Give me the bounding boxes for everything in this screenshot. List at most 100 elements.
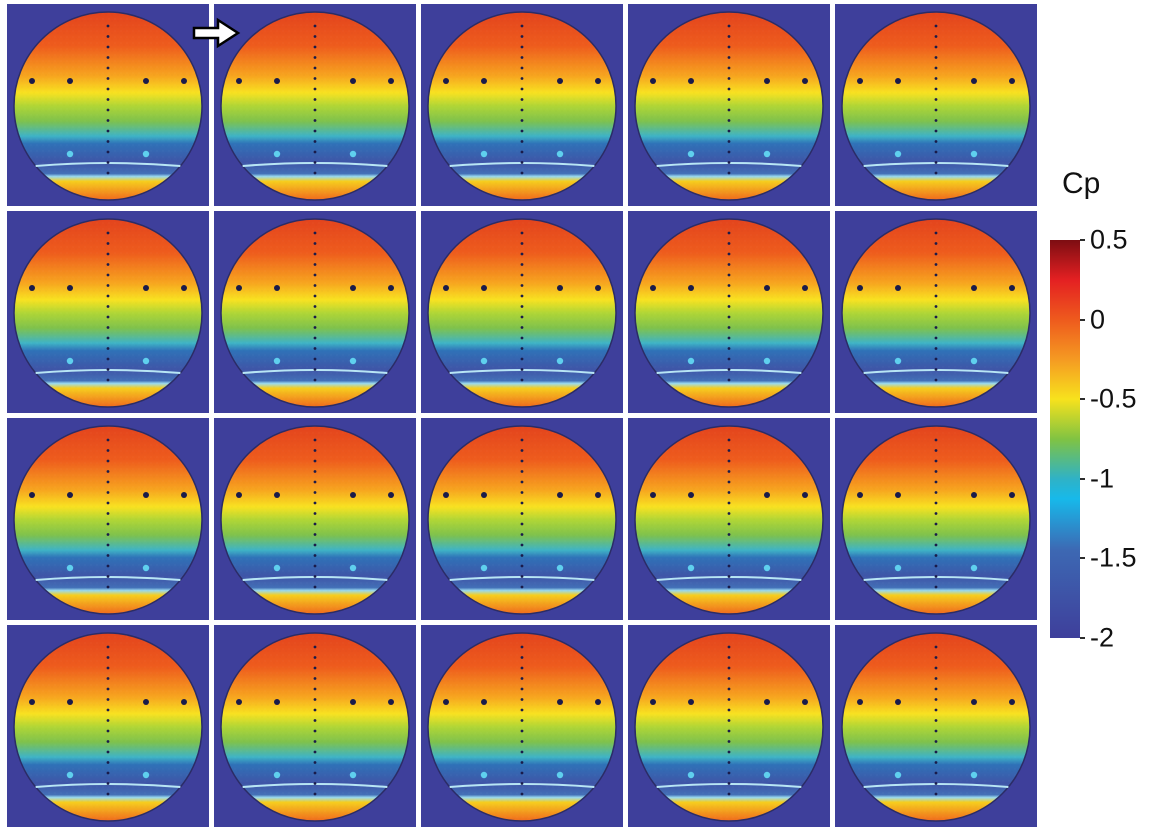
disk-edge	[841, 11, 1031, 201]
colorbar-tick-label: -1	[1090, 463, 1115, 494]
pressure-tap	[727, 252, 731, 256]
mount-hole	[595, 78, 601, 84]
colorbar-tick-label: 0	[1090, 304, 1106, 335]
disk-edge	[427, 425, 617, 615]
pressure-tap	[520, 564, 524, 568]
pressure-tap	[520, 129, 524, 133]
pressure-tap	[727, 294, 731, 298]
lower-hole	[687, 150, 695, 158]
pressure-tap	[106, 119, 110, 122]
right-arrow-icon	[192, 17, 241, 49]
pressure-tap	[313, 438, 317, 442]
pressure-tap	[106, 140, 110, 143]
pressure-tap	[106, 315, 110, 319]
mount-hole	[143, 285, 149, 291]
pressure-tap	[727, 171, 731, 175]
pressure-tap	[106, 543, 110, 547]
pressure-tap	[313, 284, 317, 287]
lower-hole	[480, 150, 488, 158]
disk-texture	[635, 12, 823, 200]
pressure-tap	[727, 491, 731, 494]
lower-hole	[970, 357, 978, 365]
pressure-tap	[520, 522, 524, 526]
pressure-tap	[313, 449, 317, 452]
pressure-tap	[520, 449, 524, 452]
pressure-tap	[106, 585, 110, 589]
colorbar-title: Cp	[1062, 167, 1101, 200]
mount-hole	[688, 699, 694, 705]
mount-hole	[236, 285, 242, 291]
mount-hole	[274, 285, 280, 291]
pressure-tap	[313, 585, 317, 589]
mount-hole	[764, 285, 770, 291]
mount-hole	[802, 285, 808, 291]
lower-hole	[763, 150, 771, 158]
pressure-tap	[727, 368, 731, 371]
mount-hole	[67, 492, 73, 498]
pressure-tap	[106, 687, 110, 691]
mount-hole	[29, 699, 35, 705]
mount-hole	[29, 285, 35, 291]
pressure-tap	[106, 729, 110, 733]
mount-hole	[895, 492, 901, 498]
pressure-tap	[106, 470, 110, 473]
pressure-tap	[313, 24, 317, 28]
pressure-tap	[106, 666, 110, 670]
pressure-tap	[934, 45, 938, 49]
lower-hole	[763, 771, 771, 779]
pressure-tap	[520, 45, 524, 49]
mount-hole	[895, 78, 901, 84]
mount-hole	[895, 699, 901, 705]
pressure-tap	[520, 326, 524, 329]
pressure-tap	[934, 698, 938, 701]
pressure-map-panel	[214, 211, 416, 413]
pressure-tap	[520, 554, 524, 557]
pressure-tap	[934, 470, 938, 473]
pressure-tap	[313, 347, 317, 350]
pressure-tap	[106, 533, 110, 536]
pressure-tap	[934, 378, 938, 382]
lower-hole	[480, 564, 488, 572]
pressure-tap	[313, 56, 317, 59]
pressure-tap	[520, 98, 524, 101]
pressure-tap	[106, 273, 110, 277]
pressure-tap	[520, 782, 524, 785]
pressure-tap	[727, 512, 731, 515]
pressure-tap	[313, 750, 317, 754]
mount-hole	[595, 285, 601, 291]
mount-hole	[764, 492, 770, 498]
pressure-tap	[934, 480, 938, 484]
colorbar-tick-mark	[1080, 398, 1085, 401]
mount-hole	[388, 285, 394, 291]
pressure-tap	[106, 171, 110, 175]
pressure-tap	[727, 305, 731, 308]
pressure-map-panel	[835, 418, 1037, 620]
pressure-tap	[727, 459, 731, 463]
pressure-tap	[727, 564, 731, 568]
mount-hole	[595, 699, 601, 705]
pressure-map-panel	[214, 625, 416, 827]
pressure-tap	[934, 161, 938, 164]
pressure-tap	[934, 284, 938, 287]
disk-edge	[427, 11, 617, 201]
pressure-tap	[106, 368, 110, 371]
disk-texture	[428, 426, 616, 614]
pressure-tap	[520, 666, 524, 670]
lower-hole	[142, 771, 150, 779]
pressure-tap	[106, 645, 110, 649]
disk-edge	[220, 425, 410, 615]
pressure-tap	[313, 45, 317, 49]
pressure-tap	[727, 161, 731, 164]
pressure-tap	[934, 305, 938, 308]
pressure-tap	[934, 438, 938, 442]
pressure-tap	[934, 554, 938, 557]
mount-hole	[388, 78, 394, 84]
pressure-tap	[313, 273, 317, 277]
colorbar-tick-mark	[1080, 477, 1085, 480]
disk-edge	[841, 425, 1031, 615]
pressure-tap	[727, 273, 731, 277]
mount-hole	[350, 492, 356, 498]
pressure-tap	[934, 56, 938, 59]
mount-hole	[388, 699, 394, 705]
pressure-tap	[934, 729, 938, 733]
